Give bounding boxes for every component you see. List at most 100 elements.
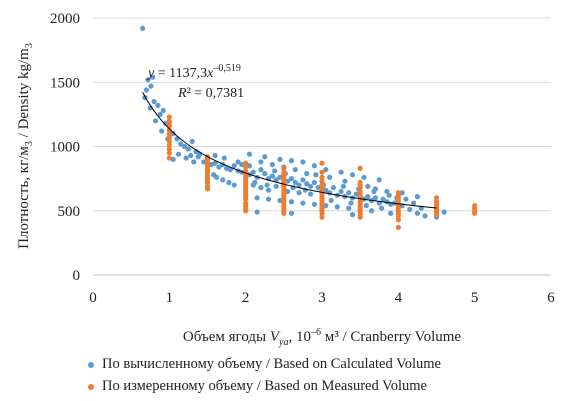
point-calculated xyxy=(265,187,272,193)
point-calculated xyxy=(258,159,264,165)
point-calculated xyxy=(262,154,268,160)
point-calculated xyxy=(330,185,337,191)
point-calculated xyxy=(175,151,182,157)
point-calculated xyxy=(151,98,157,105)
point-measured xyxy=(319,178,325,184)
point-calculated xyxy=(273,183,279,189)
point-calculated xyxy=(311,163,317,169)
point-calculated xyxy=(441,209,447,215)
point-calculated xyxy=(220,177,226,183)
point-calculated xyxy=(155,102,161,108)
point-calculated xyxy=(292,179,298,186)
point-calculated xyxy=(183,155,189,161)
point-calculated xyxy=(231,163,237,169)
point-measured xyxy=(166,118,172,124)
point-calculated xyxy=(254,209,260,215)
point-calculated xyxy=(288,199,295,205)
point-calculated xyxy=(323,187,329,193)
point-calculated xyxy=(195,154,201,160)
x-tick-label: 5 xyxy=(471,290,479,306)
point-calculated xyxy=(328,197,334,204)
point-calculated xyxy=(231,182,237,188)
point-calculated xyxy=(422,213,428,219)
point-calculated xyxy=(338,188,344,195)
y-tick-label: 0 xyxy=(73,268,81,284)
point-calculated xyxy=(376,177,382,183)
point-calculated xyxy=(152,118,159,124)
point-calculated xyxy=(338,169,344,175)
point-calculated xyxy=(348,200,354,206)
point-calculated xyxy=(288,176,295,182)
point-calculated xyxy=(148,83,154,89)
x-tick-label: 6 xyxy=(547,290,555,306)
point-calculated xyxy=(250,169,256,175)
point-calculated xyxy=(269,161,275,168)
point-measured xyxy=(319,160,325,166)
y-axis-title: Плотность, кг/м3 / Density kg/m3 xyxy=(16,43,35,249)
point-measured xyxy=(433,212,440,218)
point-calculated xyxy=(235,159,241,165)
x-tick-label: 0 xyxy=(89,290,97,306)
point-measured xyxy=(395,213,401,219)
point-calculated xyxy=(411,200,417,206)
trendline xyxy=(142,91,437,209)
point-measured xyxy=(166,114,172,120)
point-measured xyxy=(166,146,172,152)
point-measured xyxy=(166,127,172,133)
point-calculated xyxy=(311,201,317,207)
point-measured xyxy=(243,164,249,170)
point-calculated xyxy=(372,195,379,201)
point-calculated xyxy=(378,205,385,211)
x-tick-label: 1 xyxy=(166,290,174,306)
point-calculated xyxy=(323,203,329,209)
point-measured xyxy=(319,214,325,220)
x-tick-label: 4 xyxy=(395,290,403,306)
point-calculated xyxy=(323,167,329,173)
x-tick-label: 3 xyxy=(318,290,326,306)
point-calculated xyxy=(304,181,310,187)
point-measured xyxy=(166,155,172,161)
legend-label-calculated: По вычисленному объему / Based on Calcul… xyxy=(102,356,441,372)
x-tick-label: 2 xyxy=(242,290,250,306)
point-measured xyxy=(204,158,211,164)
point-measured xyxy=(395,224,401,231)
y-axis-ticks: 0 500 1000 1500 2000 xyxy=(50,11,80,284)
point-calculated xyxy=(307,191,314,197)
point-calculated xyxy=(388,210,394,216)
legend-item-calculated: По вычисленному объему / Based on Calcul… xyxy=(88,356,441,373)
point-calculated xyxy=(277,156,283,162)
point-calculated xyxy=(189,138,195,144)
point-measured xyxy=(204,186,211,192)
point-calculated xyxy=(157,111,163,117)
point-calculated xyxy=(272,168,278,174)
point-calculated xyxy=(334,204,340,210)
grid-lines xyxy=(93,17,551,276)
point-calculated xyxy=(226,179,232,186)
point-calculated xyxy=(304,170,310,177)
point-calculated xyxy=(269,173,275,179)
point-measured xyxy=(243,196,249,202)
point-calculated xyxy=(361,174,367,180)
point-calculated xyxy=(288,158,295,164)
point-calculated xyxy=(277,197,283,204)
legend-marker-measured xyxy=(88,383,94,390)
point-calculated xyxy=(300,200,306,206)
point-measured xyxy=(357,214,363,220)
point-calculated xyxy=(296,190,302,196)
point-measured xyxy=(166,138,172,144)
point-calculated xyxy=(380,196,386,202)
point-calculated xyxy=(307,183,314,189)
point-calculated xyxy=(265,196,272,202)
point-measured xyxy=(243,208,249,214)
point-calculated xyxy=(264,182,270,188)
point-calculated xyxy=(212,160,218,166)
point-calculated xyxy=(258,185,264,191)
point-calculated xyxy=(273,177,279,183)
x-axis-ticks: 0 1 2 3 4 5 6 xyxy=(89,290,555,306)
point-calculated xyxy=(349,212,356,218)
point-measured xyxy=(433,195,440,201)
point-calculated xyxy=(342,178,348,184)
point-calculated xyxy=(414,194,421,200)
x-axis-title: Объем ягоды Vya, 10–6 м³ / Cranberry Vol… xyxy=(183,327,462,348)
